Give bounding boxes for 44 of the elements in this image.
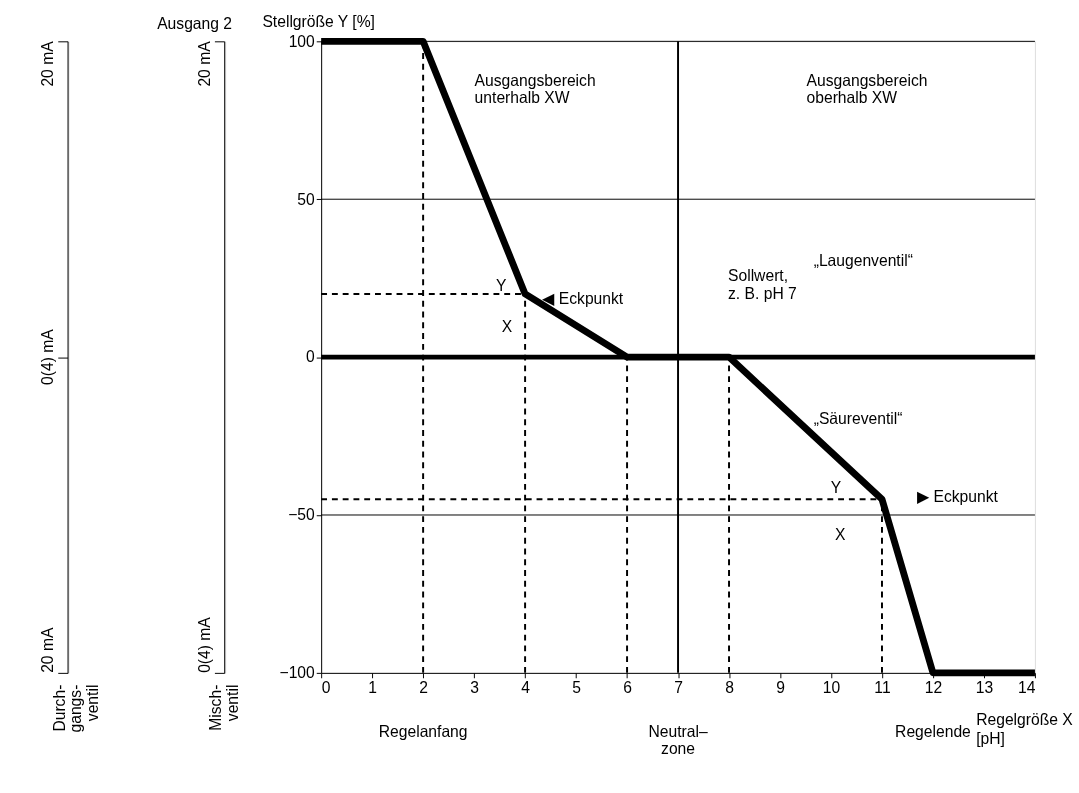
annotation: Ausgangsbereich unterhalb XW bbox=[474, 71, 596, 107]
x-tick-label: 11 bbox=[874, 678, 891, 696]
annotation: X bbox=[501, 317, 513, 335]
x-tick-label: 9 bbox=[776, 678, 785, 696]
y-axis-title: Stellgröße Y [%] bbox=[262, 12, 375, 30]
text: Regelanfang bbox=[378, 722, 468, 740]
annotation: Sollwert, z. B. pH 7 bbox=[728, 267, 797, 303]
x-tick-label: 0 bbox=[321, 678, 331, 696]
text: 20 mA bbox=[38, 40, 56, 87]
annotation: Y bbox=[496, 276, 508, 294]
x-tick-label: 10 bbox=[822, 678, 841, 696]
x-tick-label: 5 bbox=[572, 678, 582, 696]
x-axis-title: Regelgröße X [pH] bbox=[976, 710, 1074, 748]
text: Ausgang 2 bbox=[157, 14, 233, 32]
x-tick-label: 3 bbox=[470, 678, 480, 696]
annotation: „Laugenventil“ bbox=[813, 251, 913, 269]
annotation: ◀ Eckpunkt bbox=[542, 289, 624, 307]
text: 20 mA bbox=[195, 40, 213, 87]
annotation: Ausgangsbereich oberhalb XW bbox=[806, 71, 928, 107]
x-tick-label: 1 bbox=[368, 678, 377, 696]
x-tick-label: 13 bbox=[975, 678, 994, 696]
x-tick-label: 8 bbox=[725, 678, 735, 696]
y-tick-label: −100 bbox=[279, 664, 316, 682]
text: 0(4) mA bbox=[38, 328, 56, 385]
text: Regelende bbox=[895, 722, 972, 740]
x-tick-label: 12 bbox=[924, 678, 943, 696]
x-tick-label: 7 bbox=[674, 678, 683, 696]
text: Neutral– zone bbox=[648, 722, 708, 758]
x-tick-label: 2 bbox=[419, 678, 428, 696]
x-tick-label: 6 bbox=[623, 678, 633, 696]
annotation: Y bbox=[830, 478, 842, 496]
text: 20 mA bbox=[38, 627, 56, 673]
y-tick-label: 100 bbox=[288, 32, 316, 50]
y-tick-label: −50 bbox=[288, 506, 316, 524]
y-tick-label: 50 bbox=[297, 190, 316, 208]
annotation: ▶ Eckpunkt bbox=[917, 488, 999, 506]
x-tick-label: 4 bbox=[521, 678, 531, 696]
annotation: „Säureventil“ bbox=[813, 409, 903, 427]
x-tick-label: 14 bbox=[1018, 678, 1036, 696]
text: Durch- gangs- ventil bbox=[50, 684, 101, 733]
text: Misch- ventil bbox=[207, 684, 241, 731]
annotation: X bbox=[835, 526, 847, 544]
text: 0(4) mA bbox=[195, 616, 213, 673]
y-tick-label: 0 bbox=[306, 348, 316, 366]
